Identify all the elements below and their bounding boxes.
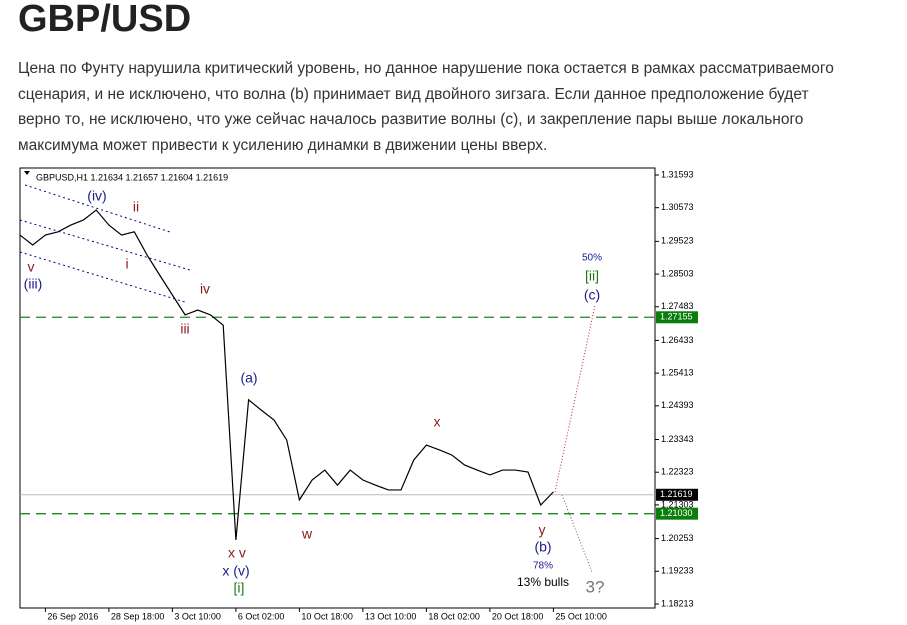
wave-label: 78% <box>533 561 553 572</box>
x-tick-label: 28 Sep 18:00 <box>111 611 165 621</box>
y-tick-label: 1.28503 <box>661 268 694 278</box>
x-tick-label: 20 Oct 18:00 <box>492 611 544 621</box>
wave-label: [i] <box>234 580 245 596</box>
wave-label: 50% <box>582 253 602 264</box>
wave-label: 13% bulls <box>517 575 569 589</box>
wave-label: (iv) <box>87 188 106 204</box>
y-tick-label: 1.29523 <box>661 236 694 246</box>
article-title: GBP/USD <box>18 0 192 40</box>
price-box <box>656 311 698 324</box>
wave-label: [ii] <box>585 268 599 284</box>
y-tick-label: 1.31593 <box>661 169 694 179</box>
x-tick-label: 26 Sep 2016 <box>47 611 98 621</box>
y-tick-label: 1.23343 <box>661 434 694 444</box>
menu-icon <box>24 171 30 175</box>
price-box <box>656 488 698 501</box>
wave-label: v <box>28 259 35 275</box>
x-tick-label: 13 Oct 10:00 <box>365 611 417 621</box>
x-tick-label: 25 Oct 10:00 <box>555 611 607 621</box>
price-box <box>656 507 698 520</box>
wave-label: w <box>301 526 313 542</box>
y-tick-label: 1.27483 <box>661 301 694 311</box>
wave-label: (b) <box>534 539 551 555</box>
y-tick-label: 1.25413 <box>661 368 694 378</box>
price-box-label: 1.27155 <box>660 312 693 322</box>
wave-label: x v <box>228 545 246 561</box>
wave-label: iv <box>200 281 210 297</box>
x-tick-label: 10 Oct 18:00 <box>301 611 353 621</box>
x-tick-label: 3 Oct 10:00 <box>174 611 221 621</box>
wave-label: (iii) <box>24 276 43 292</box>
wave-label: ii <box>133 199 139 215</box>
price-box-label: 1.21030 <box>660 508 693 518</box>
x-tick-label: 6 Oct 02:00 <box>238 611 285 621</box>
wave-label: 3? <box>586 577 605 596</box>
chart-header: GBPUSD,H1 1.21634 1.21657 1.21604 1.2161… <box>36 172 228 182</box>
wave-label: i <box>125 256 128 272</box>
y-tick-label: 1.26433 <box>661 335 694 345</box>
wave-label: iii <box>180 321 189 337</box>
plot-frame <box>19 167 656 609</box>
channel <box>19 184 191 303</box>
wave-label: y <box>539 522 546 538</box>
x-tick-label: 18 Oct 02:00 <box>428 611 480 621</box>
y-tick-label: 1.21303 <box>661 499 694 509</box>
wave-label: (c) <box>584 287 600 303</box>
y-tick-label: 1.19233 <box>661 566 694 576</box>
wave-label: x <box>434 414 441 430</box>
wave-label: (a) <box>240 370 257 386</box>
price-line <box>19 209 554 541</box>
price-box-label: 1.21619 <box>660 489 693 499</box>
projection <box>554 304 596 493</box>
y-tick-label: 1.22323 <box>661 467 694 477</box>
y-tick-label: 1.18213 <box>661 598 694 608</box>
y-tick-label: 1.24393 <box>661 400 694 410</box>
article-text: Цена по Фунту нарушила критический урове… <box>18 60 834 154</box>
wave-label: x (v) <box>222 563 249 579</box>
y-tick-label: 1.20253 <box>661 533 694 543</box>
y-tick-label: 1.30573 <box>661 202 694 212</box>
